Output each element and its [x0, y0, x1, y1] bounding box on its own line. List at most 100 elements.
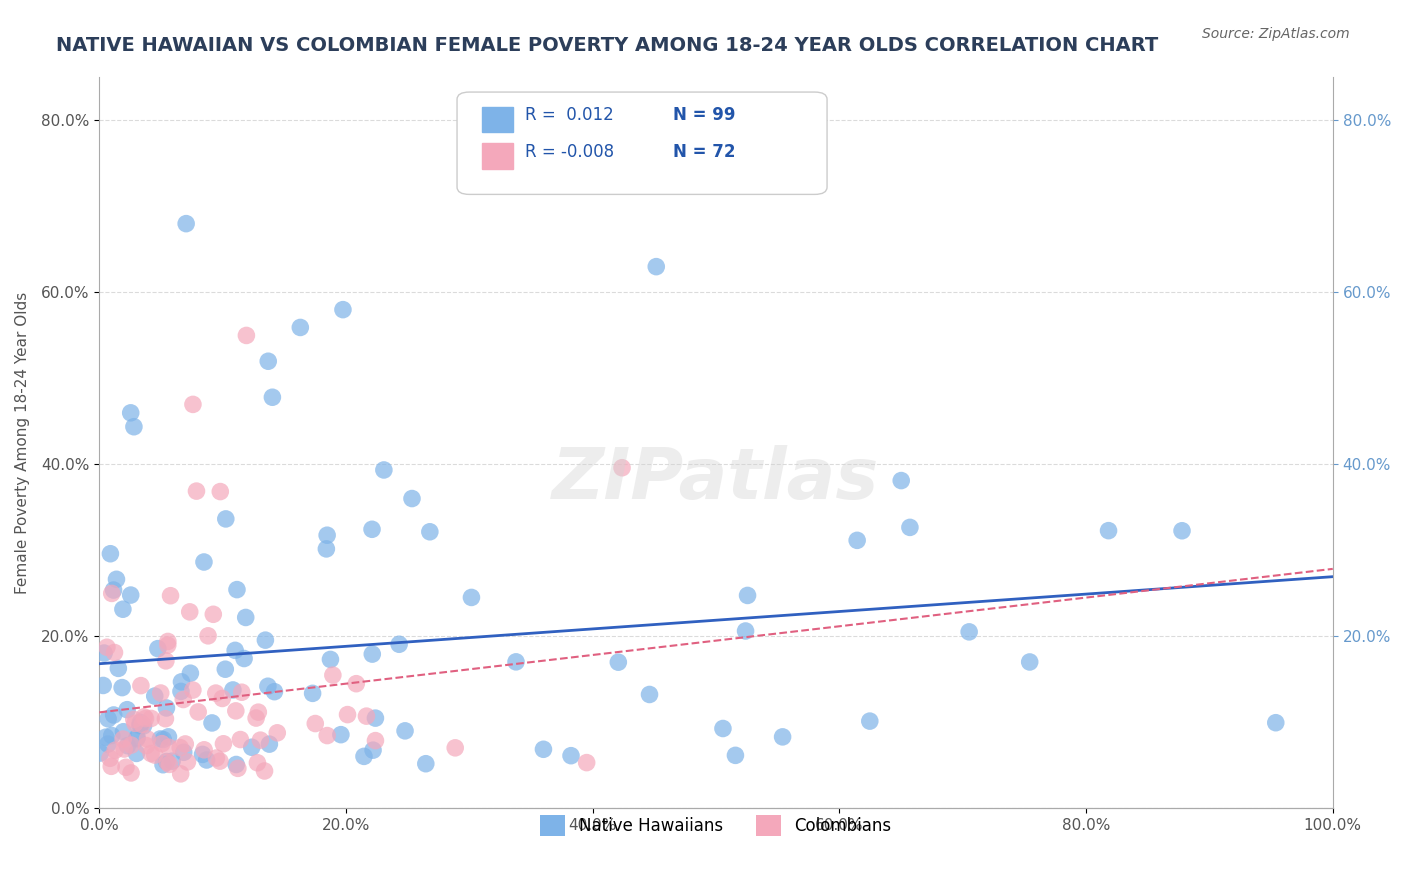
Colombians — [159, 589, 181, 603]
Colombians — [112, 732, 135, 747]
Native Hawaiians — [233, 651, 256, 665]
Native Hawaiians — [290, 320, 312, 334]
Native Hawaiians — [170, 684, 193, 698]
Native Hawaiians — [149, 731, 172, 746]
Native Hawaiians — [103, 708, 125, 723]
Colombians — [225, 704, 247, 718]
Native Hawaiians — [415, 756, 437, 771]
Colombians — [444, 740, 467, 755]
Colombians — [170, 767, 193, 781]
Colombians — [135, 739, 157, 753]
Native Hawaiians — [240, 740, 263, 755]
Native Hawaiians — [128, 718, 150, 732]
Native Hawaiians — [225, 757, 247, 772]
Native Hawaiians — [301, 686, 323, 700]
Native Hawaiians — [859, 714, 882, 728]
Colombians — [204, 686, 226, 700]
Colombians — [181, 683, 204, 698]
Text: R =  0.012: R = 0.012 — [524, 106, 613, 125]
Text: R = -0.008: R = -0.008 — [524, 143, 614, 161]
Native Hawaiians — [120, 588, 142, 602]
Native Hawaiians — [1171, 524, 1194, 538]
Native Hawaiians — [193, 555, 215, 569]
Colombians — [610, 460, 633, 475]
Native Hawaiians — [846, 533, 869, 548]
Colombians — [139, 747, 162, 761]
Colombians — [100, 586, 122, 600]
Colombians — [245, 711, 267, 725]
Native Hawaiians — [957, 624, 980, 639]
Colombians — [316, 729, 339, 743]
Native Hawaiians — [772, 730, 794, 744]
Colombians — [134, 712, 156, 726]
Native Hawaiians — [122, 419, 145, 434]
Colombians — [141, 711, 163, 725]
Colombians — [157, 740, 180, 755]
Colombians — [235, 328, 257, 343]
Legend: Native Hawaiians, Colombians: Native Hawaiians, Colombians — [531, 807, 900, 844]
Colombians — [122, 713, 145, 727]
Text: N = 72: N = 72 — [673, 143, 735, 161]
Colombians — [181, 397, 204, 411]
Colombians — [104, 743, 127, 757]
Native Hawaiians — [1097, 524, 1119, 538]
Colombians — [132, 710, 155, 724]
Colombians — [129, 679, 152, 693]
Native Hawaiians — [125, 747, 148, 761]
Native Hawaiians — [152, 732, 174, 747]
Colombians — [136, 732, 159, 747]
Colombians — [159, 757, 181, 772]
Text: ZIPatlas: ZIPatlas — [553, 445, 880, 514]
Colombians — [226, 761, 249, 775]
Colombians — [187, 705, 209, 719]
Colombians — [356, 709, 378, 723]
Colombians — [193, 743, 215, 757]
Colombians — [336, 707, 359, 722]
Colombians — [231, 685, 253, 699]
Native Hawaiians — [125, 731, 148, 746]
Colombians — [253, 764, 276, 778]
Colombians — [150, 737, 173, 751]
Native Hawaiians — [97, 737, 120, 751]
Native Hawaiians — [315, 541, 337, 556]
Native Hawaiians — [152, 757, 174, 772]
Native Hawaiians — [505, 655, 527, 669]
Native Hawaiians — [120, 406, 142, 420]
Colombians — [149, 686, 172, 700]
Native Hawaiians — [129, 715, 152, 730]
Colombians — [344, 676, 367, 690]
Native Hawaiians — [111, 681, 134, 695]
Colombians — [197, 629, 219, 643]
Native Hawaiians — [191, 747, 214, 762]
Native Hawaiians — [890, 474, 912, 488]
Native Hawaiians — [1018, 655, 1040, 669]
Colombians — [155, 654, 177, 668]
Native Hawaiians — [361, 647, 384, 661]
Colombians — [103, 645, 125, 659]
Native Hawaiians — [329, 728, 352, 742]
Native Hawaiians — [100, 547, 122, 561]
Y-axis label: Female Poverty Among 18-24 Year Olds: Female Poverty Among 18-24 Year Olds — [15, 292, 30, 594]
Native Hawaiians — [201, 715, 224, 730]
Native Hawaiians — [353, 749, 375, 764]
Native Hawaiians — [155, 701, 177, 715]
Native Hawaiians — [91, 678, 114, 692]
Native Hawaiians — [174, 217, 197, 231]
Colombians — [208, 754, 231, 768]
Native Hawaiians — [112, 724, 135, 739]
Native Hawaiians — [361, 743, 384, 757]
Colombians — [202, 607, 225, 622]
Native Hawaiians — [157, 730, 180, 744]
Text: NATIVE HAWAIIAN VS COLOMBIAN FEMALE POVERTY AMONG 18-24 YEAR OLDS CORRELATION CH: NATIVE HAWAIIAN VS COLOMBIAN FEMALE POVE… — [56, 36, 1159, 54]
Native Hawaiians — [319, 652, 342, 666]
Native Hawaiians — [257, 354, 280, 368]
Native Hawaiians — [226, 582, 249, 597]
Native Hawaiians — [235, 610, 257, 624]
Colombians — [229, 732, 252, 747]
Colombians — [100, 759, 122, 773]
Colombians — [143, 748, 166, 763]
Native Hawaiians — [645, 260, 668, 274]
Text: N = 99: N = 99 — [673, 106, 735, 125]
Native Hawaiians — [111, 602, 134, 616]
Native Hawaiians — [737, 589, 759, 603]
